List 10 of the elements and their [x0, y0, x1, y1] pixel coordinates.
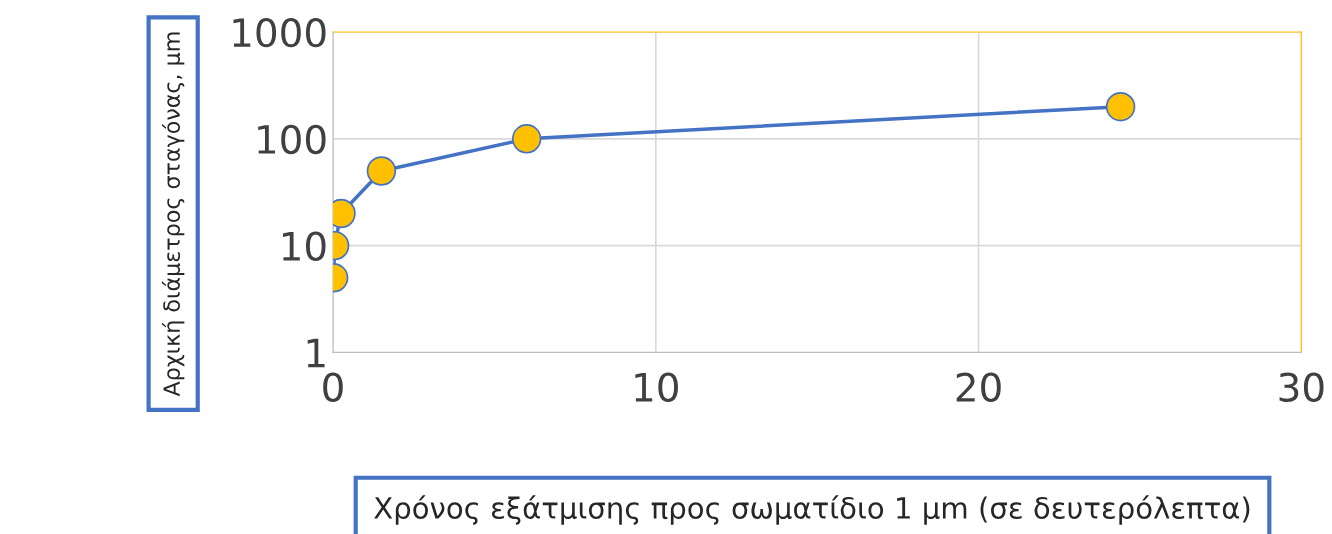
- x-tick-label: 0: [323, 372, 343, 402]
- y-axis-title: Αρχική διάμετρος σταγόνας, μm: [161, 32, 185, 397]
- x-tick-label: 10: [635, 372, 678, 402]
- y-tick-label: 1: [307, 338, 325, 368]
- x-tick-label: 20: [956, 372, 1001, 402]
- y-tick-label: 100: [258, 124, 326, 155]
- x-axis-title: Χρόνος εξάτμισης προς σωματίδιο 1 μm (σε δευτερόλεπτα): [374, 495, 1250, 525]
- y-tick-label: 1000: [233, 17, 326, 48]
- y-tick-label: 10: [282, 231, 326, 261]
- x-tick-label: 30: [1279, 372, 1324, 402]
